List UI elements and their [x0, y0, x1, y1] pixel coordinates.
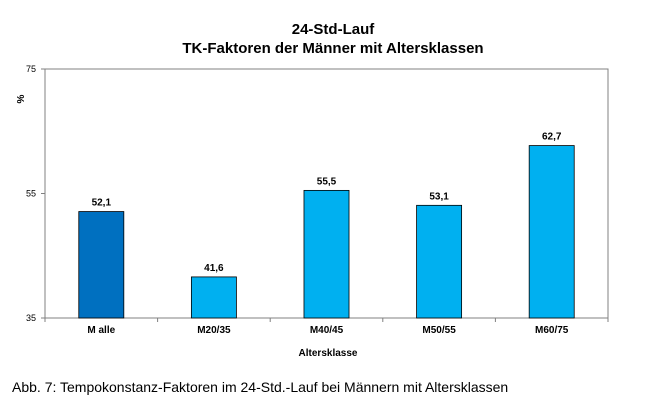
y-tick-label: 75 [26, 64, 36, 74]
x-tick-label: M50/55 [422, 325, 456, 336]
data-labels: 52,1 41,6 55,5 53,1 62,7 [92, 132, 562, 274]
data-label: 52,1 [92, 198, 112, 209]
x-tick-label: M60/75 [535, 325, 569, 336]
x-ticks: M alle M20/35 M40/45 M50/55 M60/75 [44, 318, 609, 336]
y-tick-label: 35 [26, 313, 36, 323]
x-tick-label: M40/45 [310, 325, 344, 336]
bar-4 [416, 204, 463, 319]
chart-title-line1: 24-Std-Lauf [292, 21, 376, 38]
x-tick-label: M20/35 [197, 325, 231, 336]
bar-5 [528, 145, 575, 319]
data-label: 41,6 [204, 263, 224, 274]
y-tick-label: 55 [26, 189, 36, 199]
x-tick-label: M alle [87, 325, 115, 336]
data-label: 62,7 [542, 132, 562, 143]
bar-3 [303, 189, 350, 319]
bar-1 [78, 211, 125, 319]
bars-group [78, 145, 575, 319]
data-label: 53,1 [429, 191, 449, 202]
data-label: 55,5 [317, 176, 337, 187]
figure-caption: Abb. 7: Tempokonstanz-Faktoren im 24-Std… [12, 379, 509, 395]
bar-2 [190, 276, 237, 319]
y-ticks: 35 55 75 [26, 64, 45, 323]
bar-chart: 24-Std-Lauf TK-Faktoren der Männer mit A… [16, 21, 609, 359]
chart-title-line2: TK-Faktoren der Männer mit Altersklassen [182, 40, 483, 57]
x-axis-label: Altersklasse [299, 348, 358, 359]
y-axis-label: % [16, 94, 27, 103]
